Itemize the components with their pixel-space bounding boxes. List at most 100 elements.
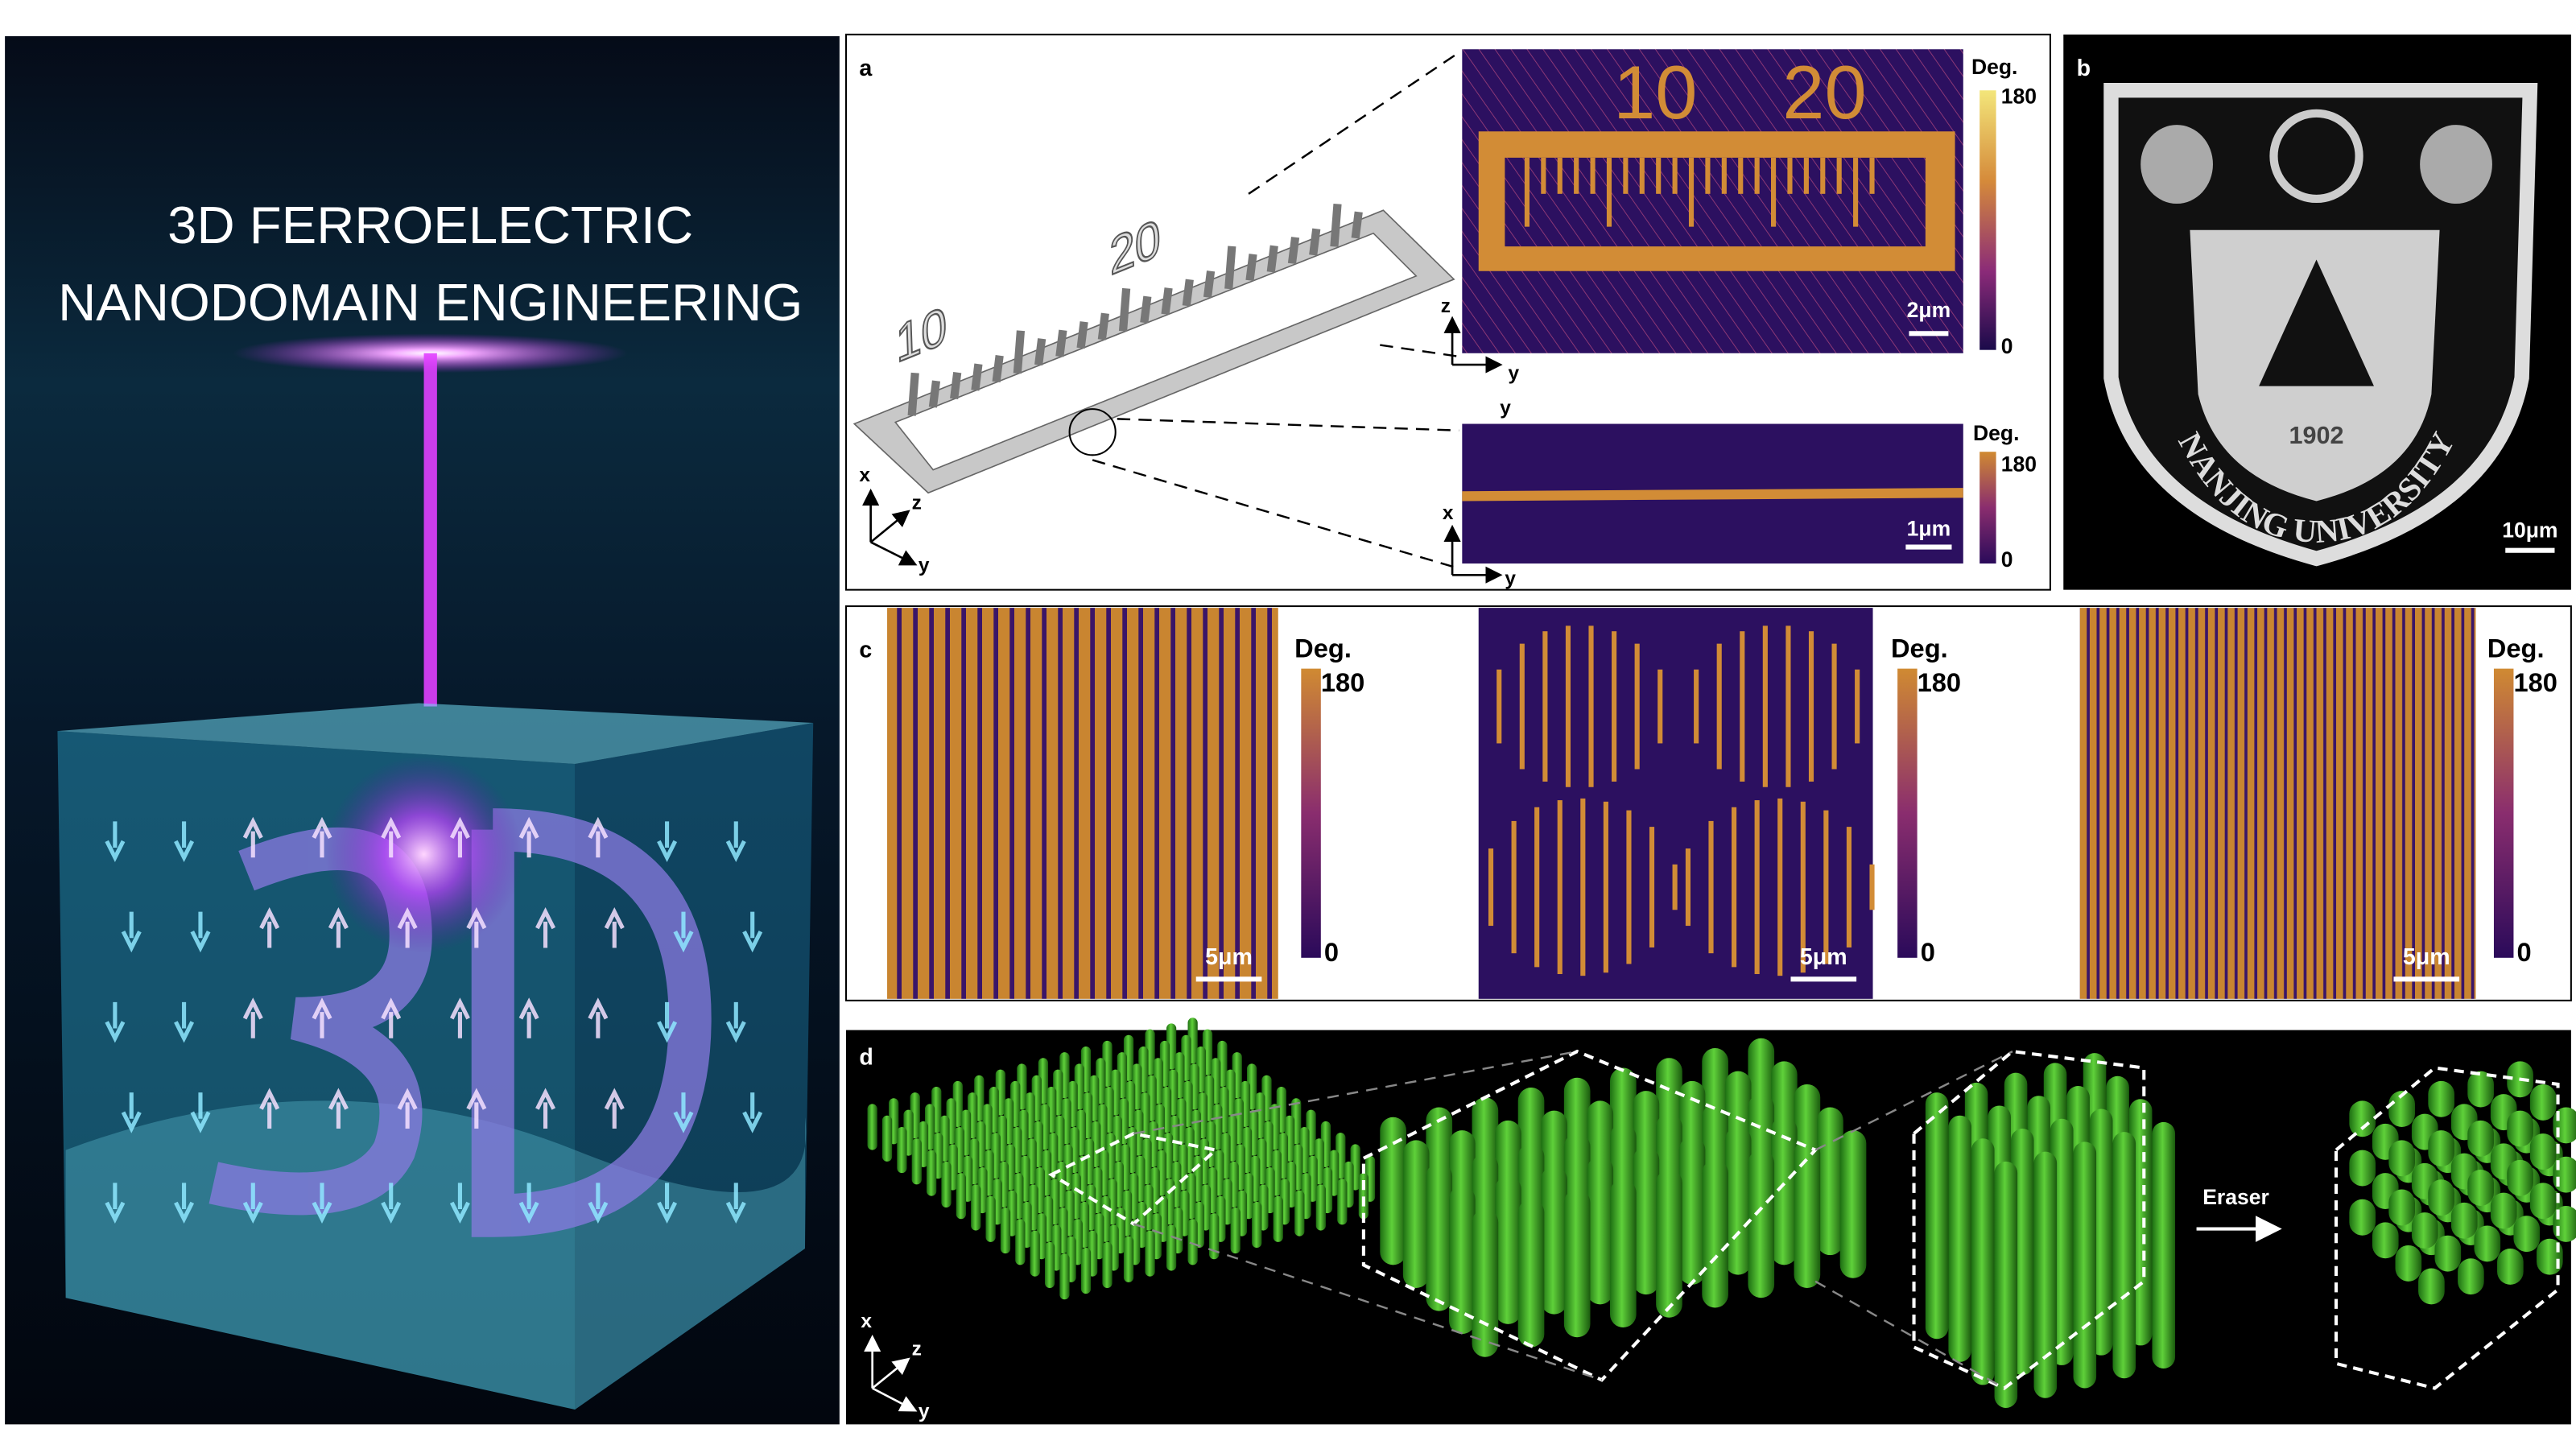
cylinder bbox=[1702, 1159, 1728, 1308]
cylinder bbox=[971, 1184, 981, 1231]
tick-domain bbox=[1771, 157, 1777, 227]
cylinder bbox=[2349, 1150, 2376, 1187]
cylinder bbox=[1449, 1186, 1476, 1335]
beam bbox=[423, 353, 437, 707]
axes-glyph bbox=[862, 488, 918, 566]
arrow bbox=[518, 997, 539, 1038]
domain-bar bbox=[1762, 625, 1768, 787]
arrow bbox=[121, 911, 142, 953]
tooth bbox=[1161, 287, 1173, 316]
domain-bar bbox=[1511, 820, 1517, 954]
colorbar bbox=[2493, 668, 2514, 958]
arrow bbox=[742, 911, 763, 953]
cylinder bbox=[2372, 1222, 2399, 1259]
nanodomains bbox=[867, 1018, 2576, 1408]
cover: 3D FERROELECTRIC NANODOMAIN ENGINEERING bbox=[5, 35, 840, 1425]
tooth bbox=[1182, 279, 1194, 307]
tick-domain bbox=[1623, 157, 1629, 194]
cylinder bbox=[2388, 1091, 2415, 1127]
colorbar bbox=[1897, 668, 1918, 958]
arrow bbox=[673, 911, 694, 953]
arrow bbox=[657, 1183, 678, 1224]
arrow bbox=[466, 1088, 487, 1129]
arrow bbox=[535, 1088, 556, 1129]
cylinder bbox=[1380, 1117, 1406, 1265]
tick-domain bbox=[1656, 157, 1662, 194]
cylinder bbox=[897, 1127, 907, 1174]
arrow bbox=[259, 906, 280, 948]
cylinder bbox=[2033, 1151, 2058, 1398]
arrow bbox=[259, 1088, 280, 1129]
cylinder bbox=[1030, 1230, 1040, 1277]
domain-bar bbox=[1557, 800, 1563, 975]
cylinder bbox=[1587, 1156, 1614, 1305]
arrow bbox=[535, 906, 556, 948]
tooth bbox=[1309, 228, 1321, 256]
colorbar bbox=[1301, 668, 1321, 958]
lion bbox=[2420, 125, 2492, 204]
domain-bar bbox=[1565, 625, 1571, 787]
tick-domain bbox=[1574, 157, 1579, 194]
cylinder bbox=[1771, 1117, 1798, 1265]
cylinder bbox=[1145, 1230, 1155, 1277]
domain-bar bbox=[1685, 848, 1690, 927]
cylinder bbox=[2411, 1212, 2438, 1249]
cylinder bbox=[985, 1195, 996, 1242]
arrow bbox=[242, 1183, 263, 1224]
arrow bbox=[381, 816, 402, 858]
tick-domain bbox=[1672, 157, 1678, 194]
cube-top bbox=[57, 703, 814, 764]
arrow bbox=[328, 906, 349, 948]
logo-year: 1902 bbox=[2289, 422, 2343, 449]
tooth bbox=[1203, 270, 1216, 299]
arrow bbox=[174, 1001, 195, 1043]
panel-label: d bbox=[859, 1044, 873, 1070]
cylinder bbox=[1517, 1199, 1545, 1348]
tooth bbox=[907, 372, 919, 416]
arrow bbox=[604, 1088, 625, 1129]
arrow bbox=[449, 816, 470, 858]
tick-domain bbox=[1524, 157, 1530, 227]
colorbar-min: 0 bbox=[1921, 937, 1935, 967]
arrow bbox=[312, 997, 332, 1038]
domain-bar bbox=[1672, 864, 1678, 910]
tick-domain bbox=[1639, 157, 1645, 194]
cylinder bbox=[1610, 1179, 1637, 1327]
arrow bbox=[588, 1183, 609, 1224]
cylinder bbox=[1080, 1248, 1092, 1294]
domain-bar bbox=[1694, 669, 1699, 744]
domain-bar bbox=[1534, 807, 1540, 968]
scale-label: 5μm bbox=[2403, 944, 2450, 970]
cylinder bbox=[1817, 1107, 1843, 1256]
arrow bbox=[312, 816, 332, 858]
tick-domain bbox=[1590, 157, 1596, 194]
tick-domain bbox=[1803, 157, 1809, 194]
cylinder bbox=[1948, 1115, 1971, 1362]
cylinder bbox=[927, 1150, 937, 1196]
colorbar-max: 180 bbox=[1918, 667, 1961, 697]
arrow bbox=[518, 816, 539, 858]
tooth bbox=[992, 355, 1004, 382]
domain-bar bbox=[1657, 669, 1663, 744]
tick-domain bbox=[1836, 157, 1842, 194]
cylinder bbox=[2152, 1121, 2176, 1368]
arrow bbox=[174, 1183, 195, 1224]
domain-bar bbox=[1580, 798, 1586, 976]
arrow bbox=[397, 906, 418, 948]
arrow bbox=[449, 997, 470, 1038]
tick-domain bbox=[1754, 157, 1760, 194]
panel-a: a 10 20 x z y 10 20 2μm Deg. 180 0 z y y… bbox=[845, 33, 2051, 591]
cylinder bbox=[2434, 1235, 2462, 1272]
arrow bbox=[657, 1001, 678, 1043]
axis-label: y bbox=[919, 1401, 930, 1422]
cover-title: 3D FERROELECTRIC bbox=[167, 196, 693, 254]
domain-bar bbox=[1831, 643, 1837, 770]
cylinder bbox=[1402, 1140, 1430, 1288]
tick-domain bbox=[1869, 157, 1875, 194]
domain-bar bbox=[1612, 631, 1617, 782]
pfm-ticks bbox=[1524, 157, 1875, 227]
cylinder bbox=[2073, 1141, 2097, 1389]
colorbar-title: Deg. bbox=[1294, 633, 1352, 663]
arrows bbox=[105, 816, 763, 1224]
